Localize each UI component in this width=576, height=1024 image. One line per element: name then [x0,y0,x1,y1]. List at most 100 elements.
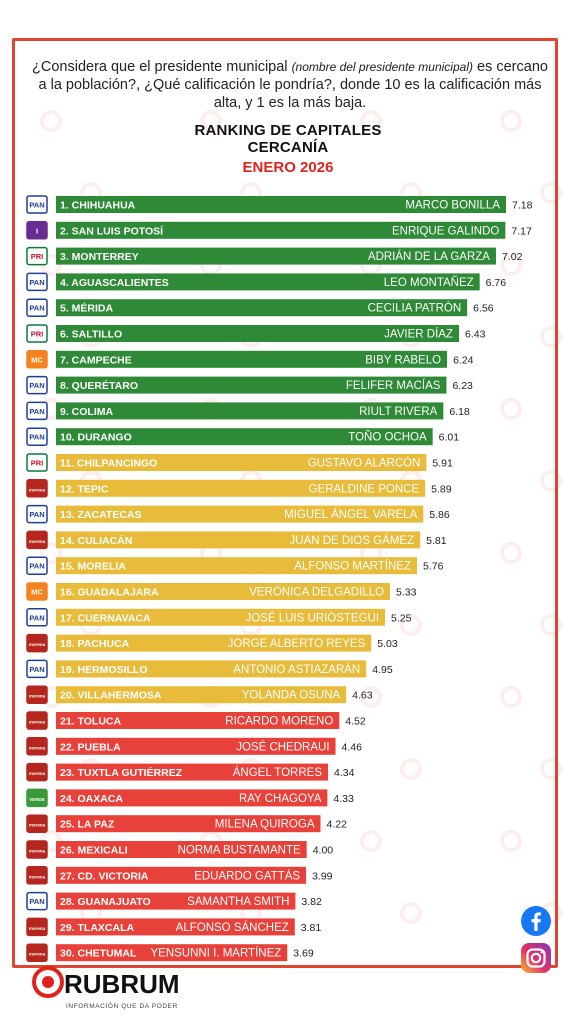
party-logo-label: PAN [29,433,44,442]
chart-row: morena 26. MEXICALI NORMA BUSTAMANTE 4.00 [26,840,333,859]
party-logo-label: morena [29,952,46,957]
city-label: 1. CHIHUAHUA [60,200,136,212]
value-label: 6.43 [465,329,486,341]
mayor-name-label: ENRIQUE GALINDO [392,225,499,237]
city-label: 14. CULIACÁN [60,534,132,547]
chart-row: PRI 11. CHILPANCINGO GUSTAVO ALARCÓN 5.91 [26,453,453,472]
city-label: 27. CD. VICTORIA [60,870,149,882]
bar [56,841,307,858]
party-logo [26,556,48,575]
party-logo-label: PRI [31,252,44,261]
party-logo [26,246,48,266]
brand-name: RUBRUM [64,969,180,999]
party-logo-label: morena [29,926,46,931]
bar [56,866,307,884]
mayor-name-label: ADRIÁN DE LA GARZA [368,250,490,263]
party-logo [26,427,48,446]
chart-row: morena 30. CHETUMAL YENSUNNI I. MARTÍNEZ 3.… [26,943,314,962]
value-label: 6.01 [439,432,460,444]
mayor-name-label: ALFONSO MARTÍNEZ [294,560,411,573]
city-label: 28. GUANAJUATO [60,896,151,908]
party-logo-label: PAN [29,201,44,210]
value-label: 5.86 [429,509,450,521]
facebook-icon[interactable] [520,905,552,937]
city-label: 18. PACHUCA [60,638,130,650]
chart-row: PAN 10. DURANGO TOÑO OCHOA 6.01 [26,427,460,446]
value-label: 6.76 [486,277,507,289]
party-logo [26,711,48,730]
city-label: 3. MONTERREY [60,251,139,263]
value-label: 4.33 [333,793,354,805]
survey-question: ¿Considera que el presidente municipal (… [30,58,550,112]
bar [56,273,480,291]
mayor-name-label: BIBY RABELO [365,354,441,366]
city-label: 25. LA PAZ [60,819,115,831]
party-logo-label: PAN [29,897,44,906]
mayor-name-label: MARCO BONILLA [405,200,500,212]
party-logo [26,324,48,343]
party-logo-label: morena [29,771,46,776]
mayor-name-label: ANTONIO ASTIAZARÁN [233,663,360,676]
chart-row: PAN 9. COLIMA RIULT RIVERA 6.18 [26,401,470,421]
city-label: 10. DURANGO [60,432,132,444]
mayor-name-label: RAY CHAGOYA [239,793,322,805]
value-label: 6.56 [473,303,494,315]
value-label: 6.24 [453,354,474,366]
value-label: 6.23 [452,380,473,392]
chart-row: PRI 6. SALTILLO JAVIER DÍAZ 6.43 [26,324,486,343]
party-logo [26,453,48,472]
chart-row: MC 7. CAMPECHE BIBY RABELO 6.24 [26,350,474,369]
party-logo-label: PAN [29,510,44,519]
question-text-2: es cercano a la población?, ¿Qué calific… [38,59,548,111]
city-label: 29. TLAXCALA [60,922,135,934]
party-logo-label: I [36,226,38,235]
city-label: 13. ZACATECAS [60,509,141,521]
mayor-name-label: ÁNGEL TORRES [233,766,323,779]
city-label: 16. GUADALAJARA [60,587,159,599]
city-label: 2. SAN LUIS POTOSÍ [60,224,164,237]
party-logo [26,530,48,550]
value-label: 3.99 [312,870,333,882]
party-logo-label: PAN [29,613,44,622]
value-label: 6.18 [449,406,470,418]
value-label: 5.03 [377,638,398,650]
bar [56,944,288,962]
mayor-name-label: NORMA BUSTAMANTE [178,845,301,857]
mayor-name-label: JAVIER DÍAZ [384,328,453,341]
mayor-name-label: VERÓNICA DELGADILLO [249,586,384,599]
party-logo [26,866,48,885]
city-label: 21. TOLUCA [60,716,121,728]
party-logo [26,788,48,808]
party-logo [26,685,48,704]
party-logo [26,221,48,240]
chart-row: PAN 1. CHIHUAHUA MARCO BONILLA 7.18 [26,195,533,214]
rubrum-logo: RUBRUM INFORMACIÓN QUE DA PODER [32,966,180,1010]
city-label: 19. HERMOSILLO [60,664,148,676]
party-logo [26,943,48,962]
party-logo-label: PAN [29,278,44,287]
chart-row: morena 18. PACHUCA JORGE ALBERTO REYES 5.03 [26,633,398,653]
mayor-name-label: ALFONSO SÁNCHEZ [176,921,289,934]
instagram-icon[interactable] [520,942,552,974]
value-label: 5.89 [431,483,452,495]
party-logo [26,401,48,421]
party-logo-label: PAN [29,381,44,390]
value-label: 4.22 [326,819,347,831]
chart-row: PAN 17. CUERNAVACA JOSÉ LUIS URIÓSTEGUI 5.2… [26,608,412,627]
mayor-name-label: RIULT RIVERA [359,406,438,418]
mayor-name-label: TOÑO OCHOA [348,431,427,444]
city-label: 5. MÉRIDA [60,302,114,315]
city-label: 17. CUERNAVACA [60,612,151,624]
city-label: 9. COLIMA [60,406,114,418]
party-logo [26,298,48,317]
party-logo [26,840,48,859]
chart-row: VERDE 24. OAXACA RAY CHAGOYA 4.33 [26,788,354,808]
bar [56,557,418,575]
chart-row: I 2. SAN LUIS POTOSÍ ENRIQUE GALINDO 7.17 [26,221,532,240]
mayor-name-label: SAMANTHA SMITH [187,896,289,908]
value-label: 4.63 [352,690,373,702]
bar [56,737,336,755]
party-logo [26,608,48,627]
party-logo-label: PAN [29,562,44,571]
